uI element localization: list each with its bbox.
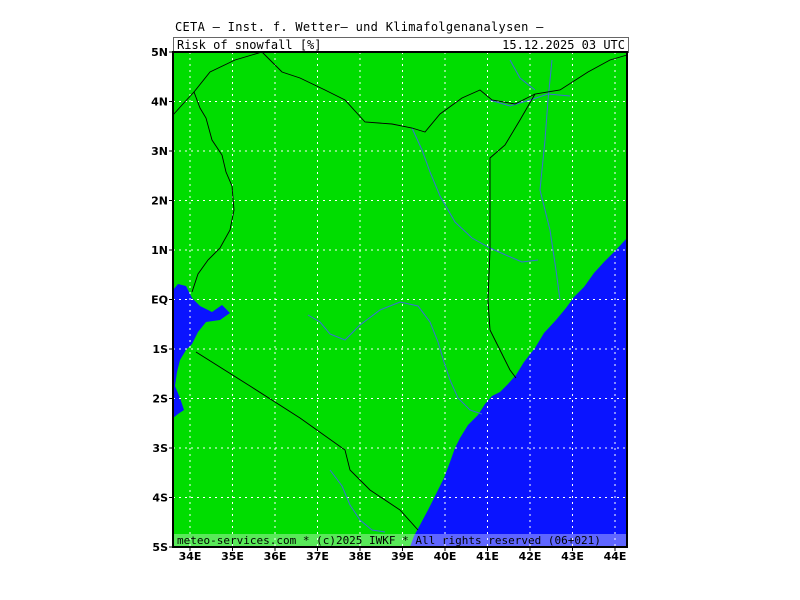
latitude-labels: 5N 4N 3N 2N 1N EQ 1S 2S 3S 4S 5S [151,46,173,554]
longitude-label: 34E [179,550,202,563]
footer-strip [174,534,626,546]
galana-river [329,469,386,533]
kenya-south-sudan-border [193,51,263,93]
longitude-label: 40E [434,550,457,563]
juba-river [539,59,561,301]
latitude-label: 3S [152,442,168,455]
latitude-label: 3N [151,145,168,158]
rivers [307,59,571,533]
longitude-label: 35E [221,550,244,563]
latitude-label: 2S [152,393,168,406]
kenya-uganda-border [172,91,235,293]
longitude-label: 41E [476,550,499,563]
latitude-label: 2N [151,195,168,208]
kenya-tanzania-border [195,351,419,531]
longitude-label: 38E [349,550,372,563]
latitude-label: 4S [152,492,168,505]
kenya-somalia-border [487,93,536,379]
longitude-labels: 34E 35E 36E 37E 38E 39E 40E 41E 42E 43E 44E [179,547,627,563]
parameter-label: Risk_of_snowfall [%] [177,38,322,52]
dawa-river [489,93,571,107]
longitude-label: 42E [519,550,542,563]
latitude-label: 5N [151,46,168,59]
latitude-label: EQ [151,294,168,307]
country-borders [172,51,628,531]
longitude-label: 43E [561,550,584,563]
longitude-label: 36E [264,550,287,563]
page-title: CETA – Inst. f. Wetter– und Klimafolgena… [175,20,544,34]
ewaso-ngiro-river [411,127,539,263]
longitude-label: 37E [306,550,329,563]
latitude-label: 5S [152,541,168,554]
longitude-label: 44E [604,550,627,563]
forecast-timestamp: 15.12.2025 03 UTC [502,38,625,52]
lake-victoria [173,284,230,418]
footer-credit: meteo-services.com * (c)2025 IWKF * All … [177,534,601,547]
latitude-label: 4N [151,96,168,109]
kenya-ethiopia-border [261,51,628,133]
longitude-label: 39E [391,550,414,563]
latitude-label: 1S [152,343,168,356]
latitude-label: 1N [151,244,168,257]
indian-ocean [410,238,627,547]
lat-lon-grid [173,52,627,547]
tana-river [307,301,483,415]
lorian-stream [509,59,536,91]
